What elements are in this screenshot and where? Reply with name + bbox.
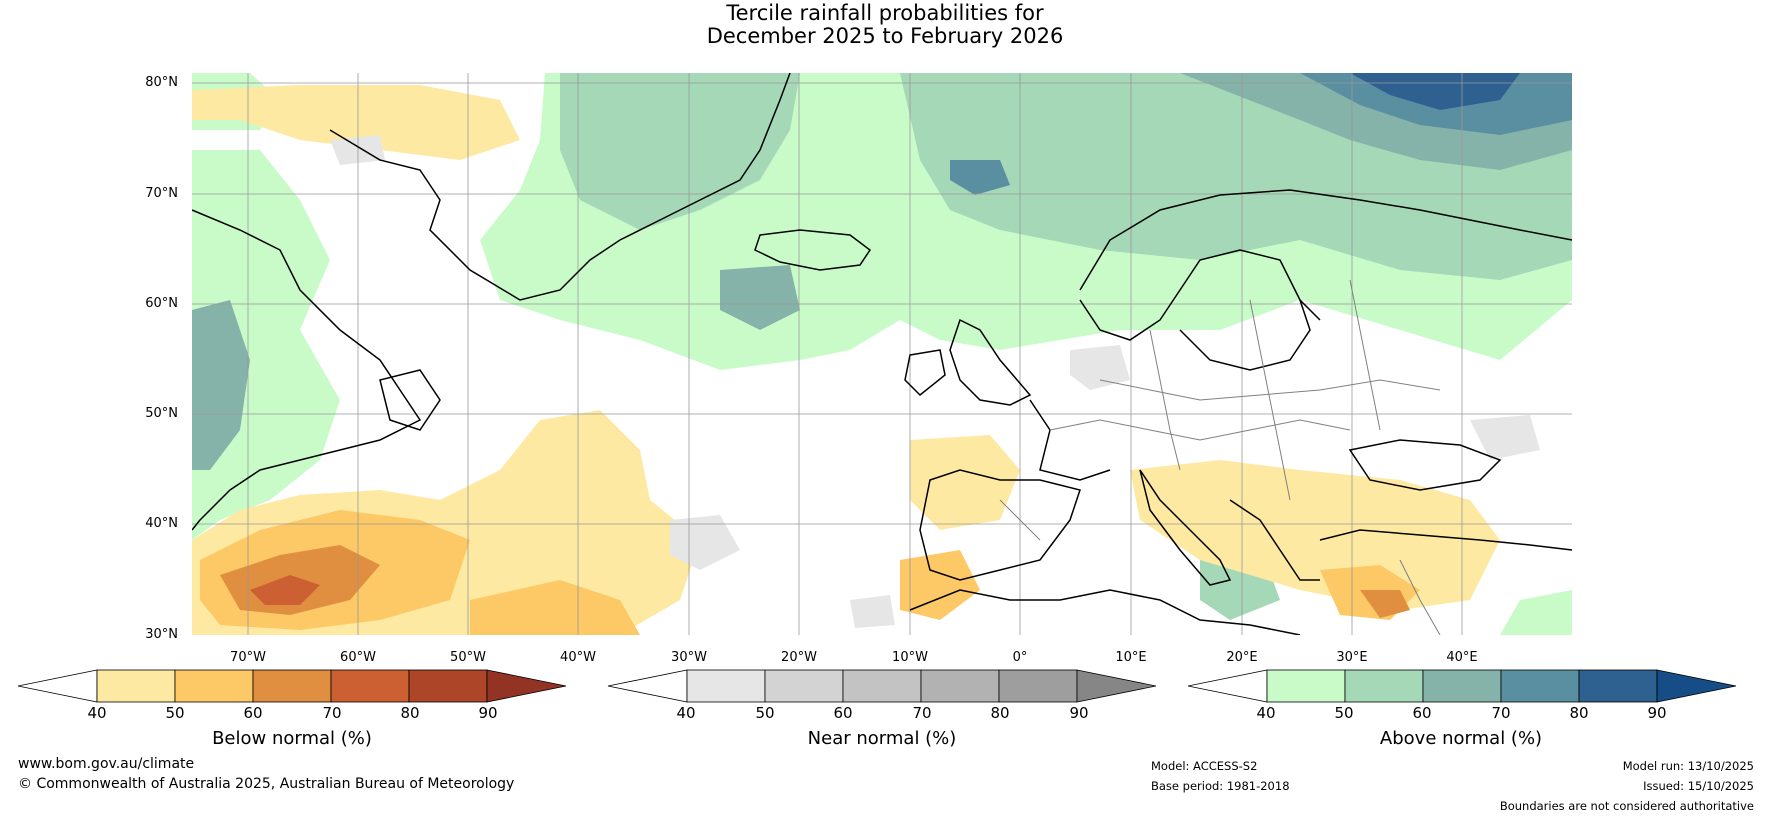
balkans-coast xyxy=(1229,499,1320,581)
footer-model-run: Model run: 13/10/2025 xyxy=(1622,759,1754,773)
cbar-above-title: Above normal (%) xyxy=(1379,728,1543,749)
cbar-above-segment xyxy=(1266,669,1346,703)
cbar-above-segment xyxy=(1500,669,1580,703)
britain-coast xyxy=(949,318,1032,406)
lon-label-60w: 60°W xyxy=(340,650,376,665)
lon-label-50w: 50°W xyxy=(450,650,486,665)
lon-label-0: 0° xyxy=(1012,650,1028,665)
canada-coast xyxy=(192,209,422,531)
near-normal-regions xyxy=(330,135,1540,628)
cbar-near-segment xyxy=(842,669,922,703)
cbar-below-tick-50: 50 xyxy=(165,704,185,722)
lon-label-40w: 40°W xyxy=(560,650,596,665)
footer-model: Model: ACCESS-S2 xyxy=(1151,759,1258,773)
above-normal-regions xyxy=(192,73,1572,635)
footer-copyright: © Commonwealth of Australia 2025, Austra… xyxy=(18,776,515,792)
cbar-below-segment xyxy=(252,669,332,703)
cbar-near-tick-60: 60 xyxy=(833,704,853,722)
lon-label-20w: 20°W xyxy=(781,650,817,665)
title-line-2: December 2025 to February 2026 xyxy=(706,24,1064,48)
lon-label-70w: 70°W xyxy=(230,650,266,665)
cbar-above-segment xyxy=(1344,669,1424,703)
lon-label-30w: 30°W xyxy=(671,650,707,665)
scandinavia-coast xyxy=(1079,189,1572,291)
lon-label-10e: 10°E xyxy=(1115,650,1147,665)
cbar-above-tick-80: 80 xyxy=(1569,704,1589,722)
cbar-above-tick-60: 60 xyxy=(1412,704,1432,722)
cbar-near-upper-extend xyxy=(1076,669,1157,703)
colorbar-below-normal xyxy=(17,669,567,703)
footer-url: www.bom.gov.au/climate xyxy=(18,756,195,772)
colorbar-above-normal xyxy=(1187,669,1737,703)
cbar-below-segment xyxy=(330,669,410,703)
cbar-near-segment xyxy=(686,669,766,703)
cbar-below-lower-extend xyxy=(17,669,98,703)
cbar-above-upper-extend xyxy=(1656,669,1737,703)
cbar-above-tick-70: 70 xyxy=(1491,704,1511,722)
cbar-near-tick-90: 90 xyxy=(1069,704,1089,722)
footer-issued: Issued: 15/10/2025 xyxy=(1643,779,1754,793)
cbar-below-segment xyxy=(174,669,254,703)
coastlines xyxy=(192,73,1572,635)
cbar-near-tick-40: 40 xyxy=(676,704,696,722)
lon-label-30e: 30°E xyxy=(1336,650,1368,665)
cbar-above-segment xyxy=(1578,669,1658,703)
cbar-near-title: Near normal (%) xyxy=(807,728,957,749)
north-africa-coast xyxy=(909,589,1301,635)
france-coast xyxy=(1029,399,1111,481)
iberia-coast xyxy=(919,469,1081,581)
cbar-above-lower-extend xyxy=(1187,669,1268,703)
italy-coast xyxy=(1139,469,1232,586)
lat-label-30n: 30°N xyxy=(145,627,178,642)
newfoundland-coast xyxy=(379,369,441,431)
cbar-above-tick-40: 40 xyxy=(1256,704,1276,722)
map-field xyxy=(192,73,1572,635)
cbar-near-tick-50: 50 xyxy=(755,704,775,722)
baltic-coast xyxy=(1179,299,1311,371)
cbar-near-lower-extend xyxy=(607,669,688,703)
lon-label-10w: 10°W xyxy=(892,650,928,665)
cbar-near-segment xyxy=(764,669,844,703)
cbar-above-segment xyxy=(1422,669,1502,703)
lat-label-70n: 70°N xyxy=(145,186,178,201)
cbar-below-tick-80: 80 xyxy=(400,704,420,722)
lat-label-50n: 50°N xyxy=(145,406,178,421)
cbar-below-tick-60: 60 xyxy=(243,704,263,722)
cbar-below-segment xyxy=(96,669,176,703)
black-sea-coast xyxy=(1348,439,1502,491)
cbar-near-tick-80: 80 xyxy=(990,704,1010,722)
cbar-below-tick-90: 90 xyxy=(478,704,498,722)
graticule xyxy=(192,73,1572,635)
cbar-below-segment xyxy=(408,669,488,703)
iceland-coast xyxy=(754,229,872,271)
cbar-below-tick-40: 40 xyxy=(87,704,107,722)
cbar-near-segment xyxy=(998,669,1078,703)
colorbar-near-normal xyxy=(607,669,1157,703)
cbar-below-tick-70: 70 xyxy=(322,704,342,722)
norway-coast xyxy=(1079,249,1321,341)
footer-disclaimer: Boundaries are not considered authoritat… xyxy=(1499,799,1754,813)
cbar-near-tick-70: 70 xyxy=(912,704,932,722)
borders xyxy=(999,279,1441,635)
ireland-coast xyxy=(904,349,946,397)
below-normal-regions xyxy=(192,85,1500,635)
turkey-coast xyxy=(1319,529,1572,551)
cbar-near-segment xyxy=(920,669,1000,703)
lat-label-40n: 40°N xyxy=(145,516,178,531)
cbar-above-tick-50: 50 xyxy=(1334,704,1354,722)
lon-label-20e: 20°E xyxy=(1226,650,1258,665)
lat-label-60n: 60°N xyxy=(145,296,178,311)
cbar-below-upper-extend xyxy=(486,669,567,703)
cbar-above-tick-90: 90 xyxy=(1647,704,1667,722)
cbar-below-title: Below normal (%) xyxy=(212,728,372,749)
lat-label-80n: 80°N xyxy=(145,75,178,90)
greenland-coast xyxy=(329,73,791,301)
lon-label-40e: 40°E xyxy=(1446,650,1478,665)
footer-base-period: Base period: 1981-2018 xyxy=(1151,779,1290,793)
title-line-1: Tercile rainfall probabilities for xyxy=(726,1,1044,25)
